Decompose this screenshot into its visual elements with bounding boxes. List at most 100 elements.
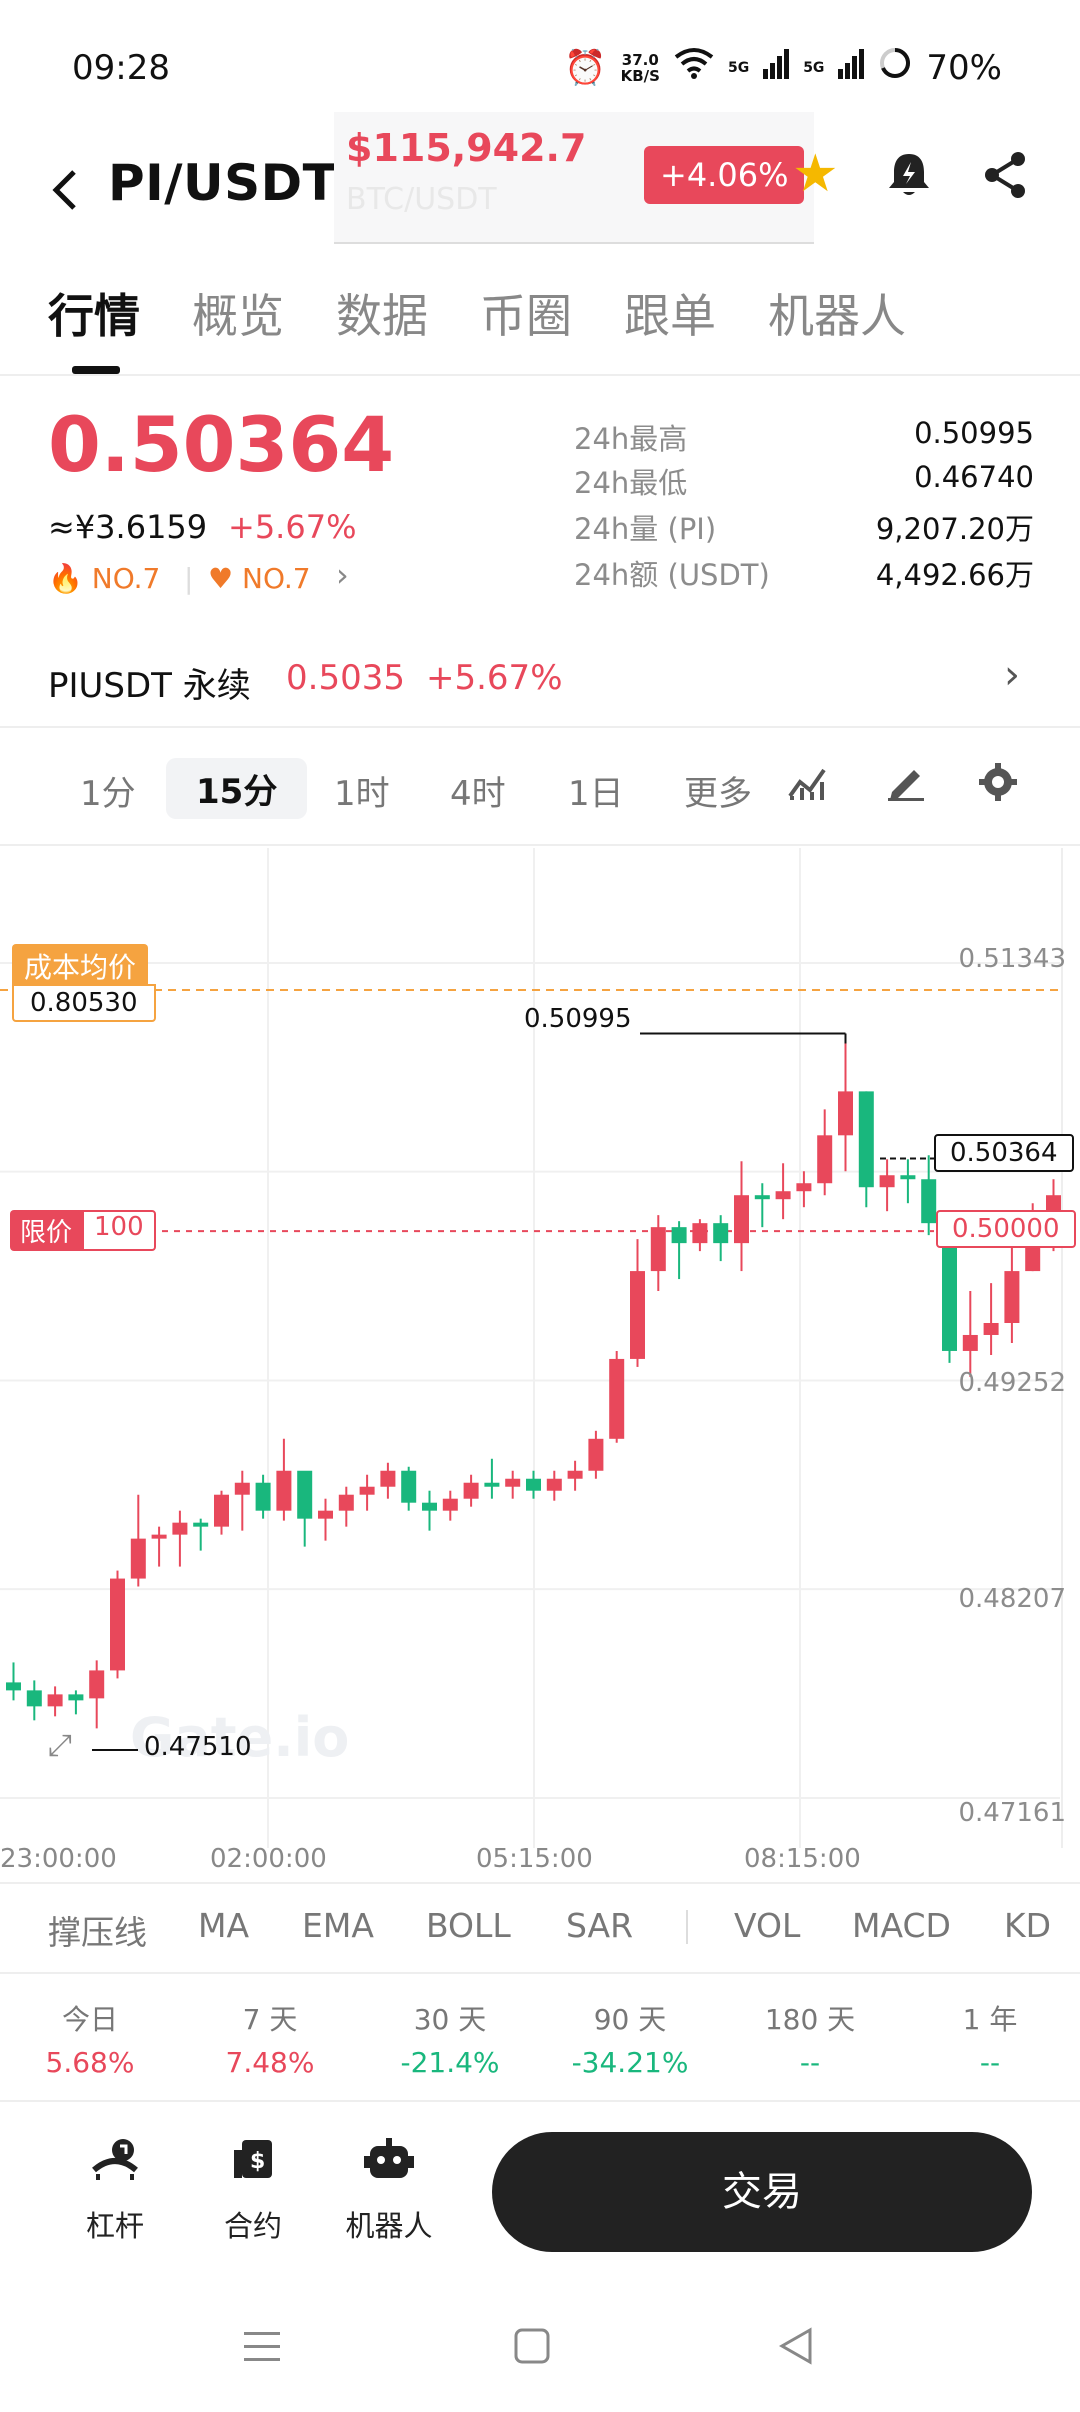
- futures-button[interactable]: $ 合约: [198, 2136, 308, 2245]
- tab-data[interactable]: 数据: [336, 289, 428, 343]
- candlestick-chart[interactable]: Gate.io 0.51343 0.49252 0.48207 0.47161 …: [0, 848, 1080, 1848]
- pair-title[interactable]: PI/USDT: [108, 154, 338, 212]
- candle: [255, 1482, 271, 1511]
- settings-gear-icon[interactable]: [978, 762, 1018, 812]
- candle: [775, 1191, 791, 1200]
- tab-bot[interactable]: 机器人: [768, 289, 906, 343]
- signal-bars-icon: [763, 48, 790, 88]
- x-tick: 08:15:00: [744, 1844, 861, 1874]
- tab-market[interactable]: 行情: [48, 289, 140, 343]
- signal-bars-icon-2: [838, 48, 865, 88]
- interval-15m[interactable]: 15分: [166, 758, 308, 819]
- hot-rank[interactable]: 🔥 NO.7: [48, 562, 161, 595]
- indicator-boll[interactable]: BOLL: [426, 1906, 511, 1945]
- candle: [214, 1494, 229, 1527]
- clock: 09:28: [72, 48, 170, 88]
- last-price-tag: 0.50364: [934, 1134, 1074, 1172]
- interval-more[interactable]: 更多: [684, 774, 752, 814]
- fav-rank[interactable]: ♥ NO.7: [208, 562, 311, 595]
- candle: [380, 1470, 396, 1487]
- back-triangle-icon[interactable]: [776, 2326, 816, 2377]
- home-square-icon[interactable]: [512, 2326, 552, 2377]
- indicator-support[interactable]: 撑压线: [48, 1913, 147, 1952]
- divider: [0, 1882, 1080, 1884]
- draw-pen-icon[interactable]: [884, 762, 928, 812]
- stat-label: 24h额 (USDT): [574, 558, 770, 592]
- candle: [921, 1179, 937, 1224]
- y-tick: 0.48207: [958, 1584, 1066, 1614]
- robot-icon: [334, 2136, 444, 2193]
- indicator-ema[interactable]: EMA: [302, 1906, 374, 1945]
- candle: [817, 1135, 833, 1184]
- interval-4h[interactable]: 4时: [450, 774, 506, 814]
- interval-1h[interactable]: 1时: [334, 774, 390, 814]
- period-value: --: [979, 2046, 1001, 2079]
- contract-icon: $: [198, 2136, 308, 2193]
- signal-5g-1: 5G: [727, 59, 750, 76]
- period-label: 180 天: [764, 2003, 856, 2036]
- candle: [151, 1534, 167, 1539]
- back-arrow-icon[interactable]: [50, 168, 80, 224]
- y-tick: 0.49252: [958, 1368, 1066, 1398]
- tab-overview[interactable]: 概览: [192, 289, 284, 343]
- candle: [671, 1227, 687, 1244]
- candle: [193, 1522, 209, 1527]
- indicator-chart-icon[interactable]: [786, 762, 830, 812]
- candle: [630, 1271, 645, 1359]
- chevron-right-icon[interactable]: ›: [1004, 652, 1020, 698]
- chart-canvas: Gate.io: [0, 848, 1063, 1848]
- flame-icon: 🔥: [48, 562, 83, 595]
- btc-ticker-popup[interactable]: $115,942.7 BTC/USDT +4.06%: [334, 112, 814, 244]
- menu-icon[interactable]: [240, 2326, 284, 2377]
- bot-button[interactable]: 机器人: [334, 2136, 444, 2245]
- cost-value: 0.80530: [12, 984, 156, 1022]
- alarm-icon: ⏰: [564, 47, 607, 88]
- leverage-icon: [60, 2136, 170, 2193]
- status-icons: ⏰ 37.0 KB/S 5G 5G 70%: [564, 46, 1002, 89]
- candle: [650, 1227, 666, 1272]
- candle: [713, 1223, 729, 1244]
- price-change: +5.67%: [228, 508, 357, 546]
- network-speed: 37.0 KB/S: [620, 50, 660, 85]
- main-tabs: 行情 概览 数据 币圈 跟单 机器人: [0, 280, 1080, 376]
- divider: [0, 726, 1080, 728]
- share-icon[interactable]: [982, 150, 1028, 211]
- cost-label: 成本均价: [12, 944, 149, 988]
- perp-change: +5.67%: [426, 658, 563, 698]
- tab-copy-trade[interactable]: 跟单: [624, 289, 716, 343]
- favorite-star-icon[interactable]: ★: [792, 144, 839, 204]
- candle: [26, 1690, 42, 1707]
- candle: [463, 1482, 479, 1499]
- indicator-separator: [686, 1910, 688, 1944]
- period-label: 7 天: [242, 2003, 298, 2036]
- candle: [276, 1470, 292, 1511]
- indicator-ma[interactable]: MA: [198, 1906, 250, 1945]
- interval-1d[interactable]: 1日: [568, 774, 624, 814]
- candle: [546, 1478, 562, 1491]
- stat-label: 24h最高: [574, 422, 688, 456]
- last-price: 0.50364: [48, 400, 395, 489]
- interval-1m[interactable]: 1分: [80, 774, 136, 814]
- indicator-vol[interactable]: VOL: [734, 1906, 801, 1945]
- trade-button[interactable]: 交易: [492, 2132, 1032, 2252]
- limit-order-tag[interactable]: 限价 100: [10, 1210, 156, 1251]
- btc-change-badge: +4.06%: [644, 146, 805, 204]
- indicator-macd[interactable]: MACD: [852, 1906, 951, 1945]
- stat-value: 0.46740: [914, 460, 1034, 494]
- indicator-kd[interactable]: KD: [1004, 1906, 1052, 1945]
- candle: [609, 1358, 625, 1439]
- stat-label: 24h量 (PI): [574, 512, 717, 546]
- candle: [89, 1670, 105, 1699]
- chevron-right-icon[interactable]: ›: [336, 556, 349, 594]
- leverage-button[interactable]: 杠杆: [60, 2136, 170, 2245]
- price-alert-bell-icon[interactable]: [886, 150, 932, 211]
- indicator-sar[interactable]: SAR: [566, 1906, 634, 1945]
- candle: [47, 1694, 63, 1707]
- candle: [172, 1522, 188, 1535]
- stat-value: 0.50995: [914, 416, 1034, 450]
- period-value: -21.4%: [400, 2046, 500, 2079]
- expand-arrows-icon[interactable]: ⤢: [48, 1728, 72, 1763]
- candle: [359, 1486, 375, 1495]
- battery-ring-icon: [878, 46, 912, 89]
- tab-community[interactable]: 币圈: [480, 289, 572, 343]
